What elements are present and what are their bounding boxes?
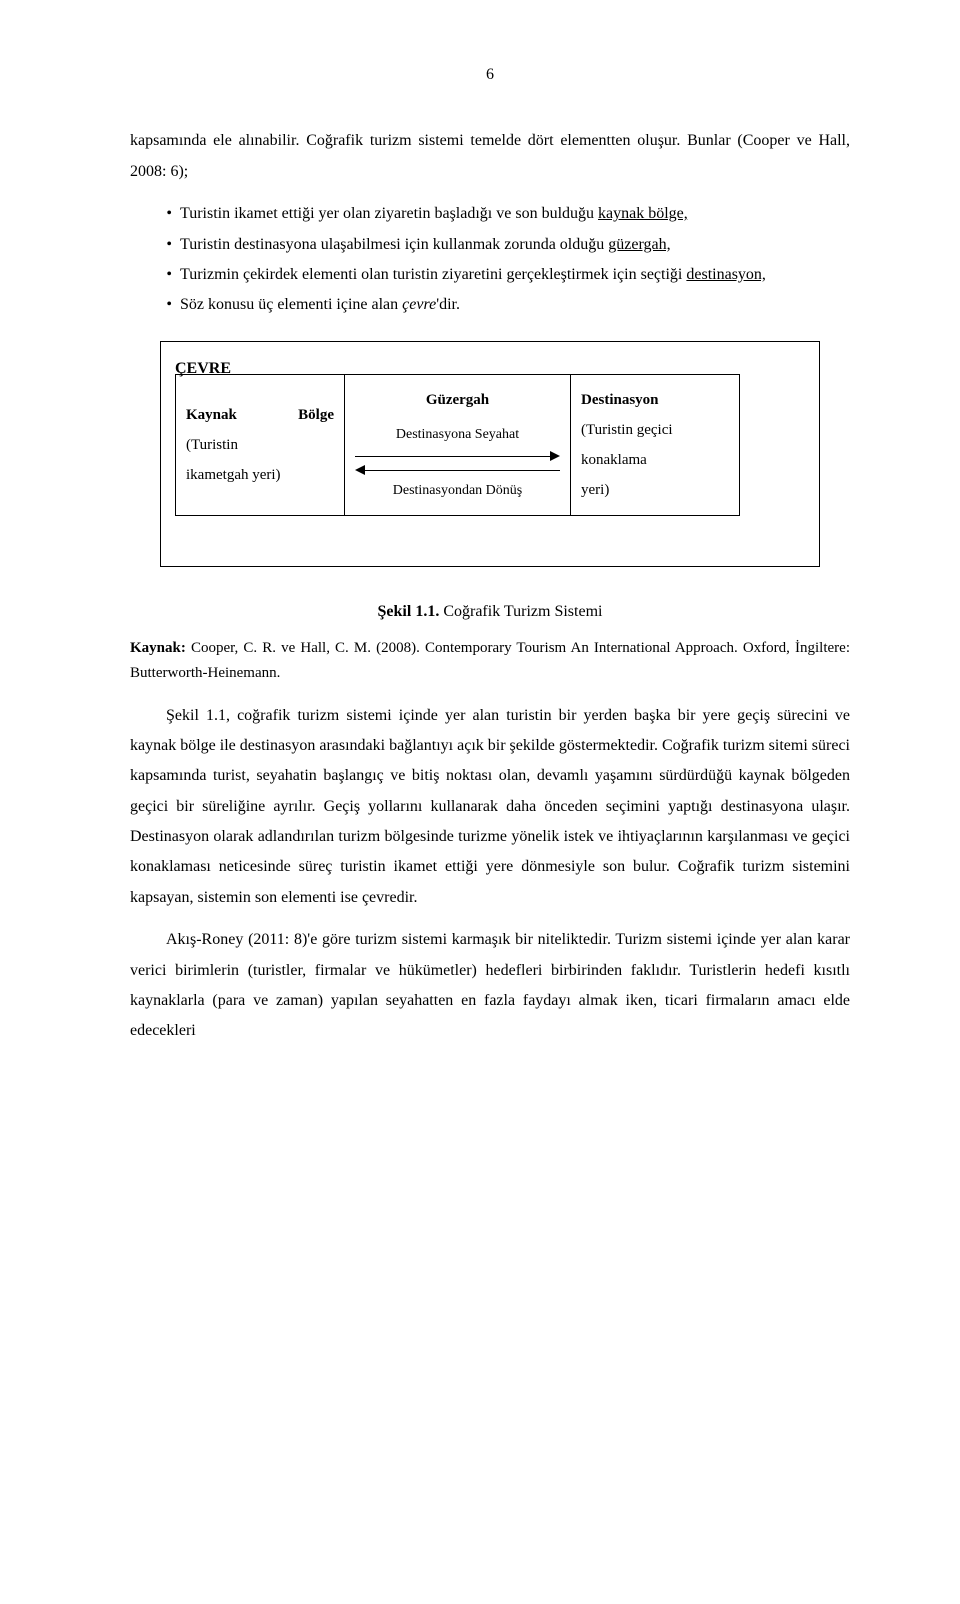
bullet-list: • Turistin ikamet ettiği yer olan ziyare… [130, 199, 850, 321]
bullet-text-tail: 'dir. [436, 296, 460, 313]
dest-box-line3: konaklama [581, 445, 729, 475]
dest-box-line4: yeri) [581, 475, 729, 505]
bullet-dot-icon: • [130, 290, 180, 320]
source-box-line3: ikametgah yeri) [186, 460, 334, 490]
source-box-title-a: Kaynak [186, 400, 237, 430]
dest-box-title: Destinasyon [581, 385, 729, 415]
body-paragraph-2: Akış-Roney (2011: 8)'e göre turizm siste… [130, 925, 850, 1047]
diagram-destination-box: Destinasyon (Turistin geçici konaklama y… [570, 374, 740, 516]
bullet-text: Turistin ikamet ettiği yer olan ziyareti… [180, 205, 598, 222]
list-item: • Turistin ikamet ettiği yer olan ziyare… [130, 199, 850, 229]
bullet-dot-icon: • [130, 199, 180, 229]
arrow-right-icon [355, 451, 560, 461]
diagram-source-box: Kaynak Bölge (Turistin ikametgah yeri) [175, 374, 345, 516]
list-item: • Turistin destinasyona ulaşabilmesi içi… [130, 230, 850, 260]
diagram-route-box: Güzergah Destinasyona Seyahat Destinasyo… [345, 374, 570, 516]
bullet-dot-icon: • [130, 230, 180, 260]
arrow-left-icon [355, 465, 560, 475]
bullet-text: Turistin destinasyona ulaşabilmesi için … [180, 236, 608, 253]
source-label: Kaynak: [130, 640, 186, 656]
page-number: 6 [130, 60, 850, 90]
dest-box-line2: (Turistin geçici [581, 415, 729, 445]
arrow-label-to: Destinasyona Seyahat [355, 421, 560, 449]
figure-caption-number: Şekil 1.1. [378, 603, 440, 620]
bullet-text: Turizmin çekirdek elementi olan turistin… [180, 266, 686, 283]
figure-caption-title: Coğrafik Turizm Sistemi [439, 603, 602, 620]
body-paragraph-1: Şekil 1.1, coğrafik turizm sistemi içind… [130, 701, 850, 914]
bullet-underline: destinasyon, [686, 266, 766, 283]
diagram-row: Kaynak Bölge (Turistin ikametgah yeri) G… [175, 374, 805, 516]
bullet-dot-icon: • [130, 260, 180, 290]
source-box-line2: (Turistin [186, 430, 334, 460]
figure-source: Kaynak: Cooper, C. R. ve Hall, C. M. (20… [130, 636, 850, 687]
source-text: Cooper, C. R. ve Hall, C. M. (2008). Con… [130, 640, 850, 682]
list-item: • Söz konusu üç elementi içine alan çevr… [130, 290, 850, 320]
bullet-underline: güzergah, [608, 236, 670, 253]
arrow-label-from: Destinasyondan Dönüş [355, 477, 560, 505]
list-item: • Turizmin çekirdek elementi olan turist… [130, 260, 850, 290]
bullet-italic: çevre [402, 296, 436, 313]
diagram-frame: ÇEVRE Kaynak Bölge (Turistin ikametgah y… [160, 341, 820, 567]
bullet-text: Söz konusu üç elementi içine alan [180, 296, 402, 313]
source-box-title-b: Bölge [298, 400, 334, 430]
intro-paragraph: kapsamında ele alınabilir. Coğrafik turi… [130, 126, 850, 187]
bullet-underline: kaynak bölge, [598, 205, 688, 222]
figure-caption: Şekil 1.1. Coğrafik Turizm Sistemi [130, 597, 850, 627]
route-title: Güzergah [355, 385, 560, 415]
